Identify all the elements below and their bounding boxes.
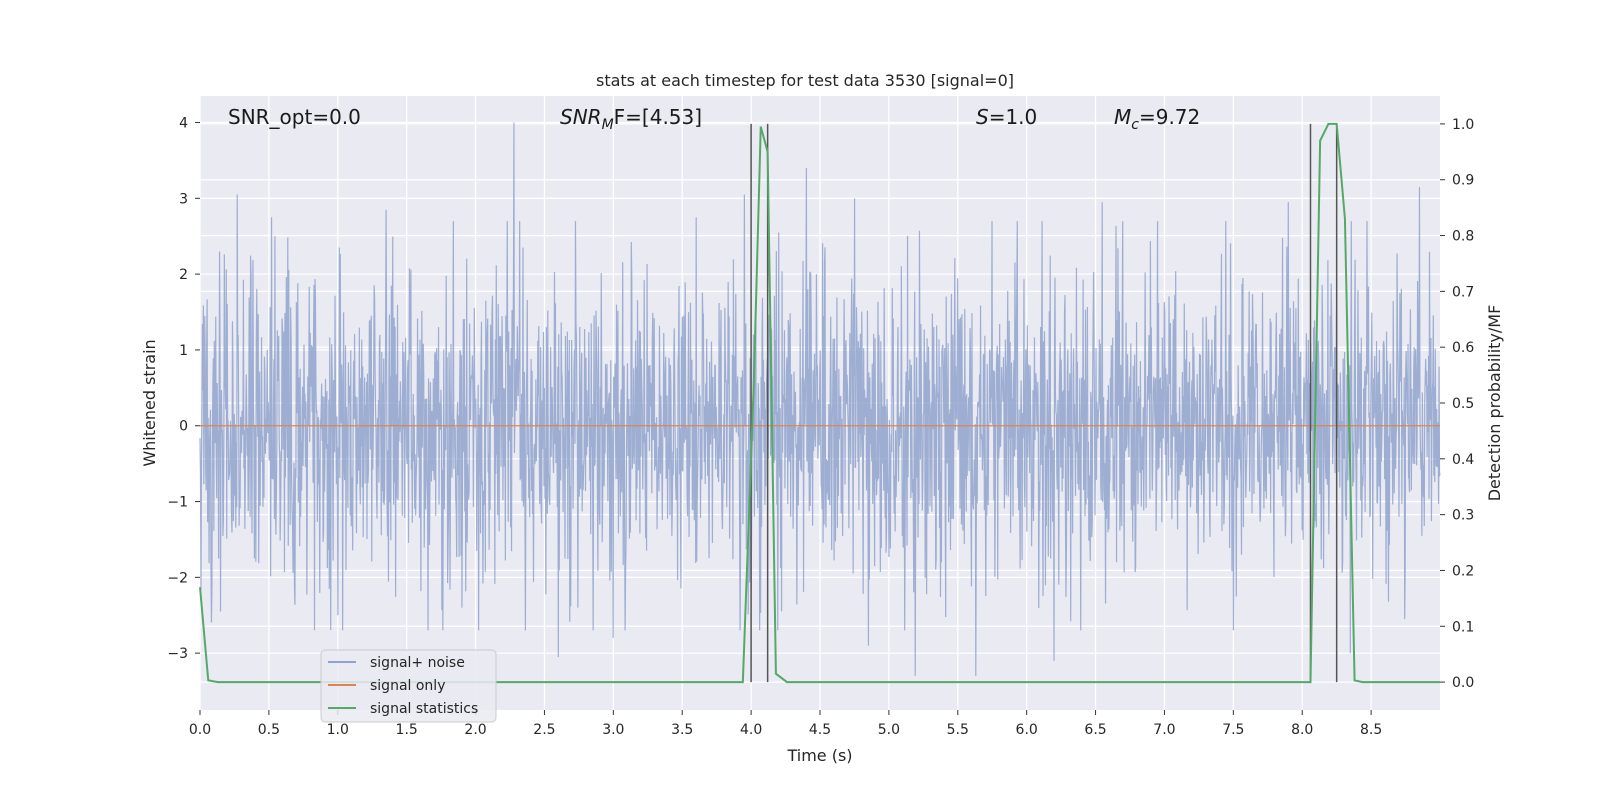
annotation-snr-mf: SNRMF=[4.53] — [560, 105, 702, 133]
statistics-series — [199, 122, 1440, 684]
y-left-tick-label-2: −1 — [167, 495, 188, 511]
legend-label-noise: signal+ noise — [370, 655, 465, 671]
annotation-s-rest: =1.0 — [989, 105, 1038, 129]
y-right-tick-label-0: 0.0 — [1452, 675, 1474, 691]
y-right-tick-label-2: 0.2 — [1452, 563, 1474, 579]
y-left-tick-label-6: 3 — [179, 191, 188, 207]
y-right-tick-label-3: 0.3 — [1452, 508, 1474, 524]
legend-box — [320, 649, 497, 723]
x-ticks: 0.0 0.5 1.0 1.5 2.0 2.5 3.0 3.5 4.0 4.5 5.0 5.5 6.0 6… — [189, 710, 1382, 738]
y-right-tick-label-10: 1.0 — [1452, 117, 1474, 133]
y-left-tick-label-1: −2 — [167, 570, 188, 586]
vertical-markers — [750, 123, 1338, 683]
annotation-snr-mf-rest: F=[4.53] — [614, 105, 702, 129]
x-tick-label-10: 5.0 — [878, 722, 900, 738]
y-right-tick-label-5: 0.5 — [1452, 396, 1474, 412]
annotation-mc-sub: c — [1131, 117, 1139, 133]
annotation-s: S=1.0 — [976, 105, 1037, 129]
x-axis-label: Time (s) — [786, 746, 852, 765]
x-tick-label-16: 8.0 — [1291, 722, 1313, 738]
x-tick-label-14: 7.0 — [1153, 722, 1175, 738]
x-tick-label-7: 3.5 — [671, 722, 693, 738]
annotation-snr-mf-base: SNR — [560, 105, 602, 129]
y-right-tick-label-7: 0.7 — [1452, 284, 1474, 300]
y-right-axis-label: Detection probability/MF — [1485, 305, 1504, 502]
x-tick-label-1: 0.5 — [258, 722, 280, 738]
annotation-mc-var: M — [1114, 105, 1131, 129]
y-right-tick-label-9: 0.9 — [1452, 173, 1474, 189]
x-tick-label-0: 0.0 — [189, 722, 211, 738]
y-left-tick-label-7: 4 — [179, 116, 188, 132]
y-left-tick-label-3: 0 — [179, 419, 188, 435]
noise-series — [199, 122, 1441, 676]
x-tick-label-5: 2.5 — [533, 722, 555, 738]
annotation-s-var: S — [976, 105, 989, 129]
noise-line — [199, 122, 1441, 676]
x-tick-label-11: 5.5 — [947, 722, 969, 738]
y-left-axis-label: Whitened strain — [140, 339, 159, 466]
y-right-tick-label-1: 0.1 — [1452, 619, 1474, 635]
x-tick-label-4: 2.0 — [464, 722, 486, 738]
y-right-ticks: 0.0 0.1 0.2 0.3 0.4 0.5 0.6 0.7 0.8 0.9 1.0 — [1440, 117, 1474, 691]
y-right-tick-label-8: 0.8 — [1452, 229, 1474, 245]
legend-label-signal-only: signal only — [370, 678, 445, 694]
x-tick-label-6: 3.0 — [602, 722, 624, 738]
y-left-tick-label-0: −3 — [167, 646, 188, 662]
chart-title: stats at each timestep for test data 353… — [596, 71, 1014, 90]
x-tick-label-12: 6.0 — [1016, 722, 1038, 738]
x-tick-label-3: 1.5 — [396, 722, 418, 738]
y-left-tick-label-4: 1 — [179, 343, 188, 359]
statistics-line — [199, 122, 1440, 684]
x-tick-label-15: 7.5 — [1222, 722, 1244, 738]
x-tick-label-8: 4.0 — [740, 722, 762, 738]
legend: signal+ noise signal only signal statist… — [320, 649, 497, 723]
y-right-tick-label-4: 0.4 — [1452, 452, 1474, 468]
x-tick-label-17: 8.5 — [1360, 722, 1382, 738]
x-tick-label-13: 6.5 — [1084, 722, 1106, 738]
y-left-ticks: −3 −2 −1 0 1 2 3 4 — [167, 116, 200, 662]
annotation-snr-opt: SNR_opt=0.0 — [228, 105, 361, 129]
annotation-mc: Mc=9.72 — [1114, 105, 1200, 133]
annotation-mc-rest: =9.72 — [1139, 105, 1200, 129]
x-tick-label-2: 1.0 — [327, 722, 349, 738]
y-left-tick-label-5: 2 — [179, 267, 188, 283]
legend-label-statistics: signal statistics — [370, 701, 478, 717]
y-right-tick-label-6: 0.6 — [1452, 340, 1474, 356]
x-tick-label-9: 4.5 — [809, 722, 831, 738]
annotation-snr-mf-sub: M — [602, 117, 614, 133]
